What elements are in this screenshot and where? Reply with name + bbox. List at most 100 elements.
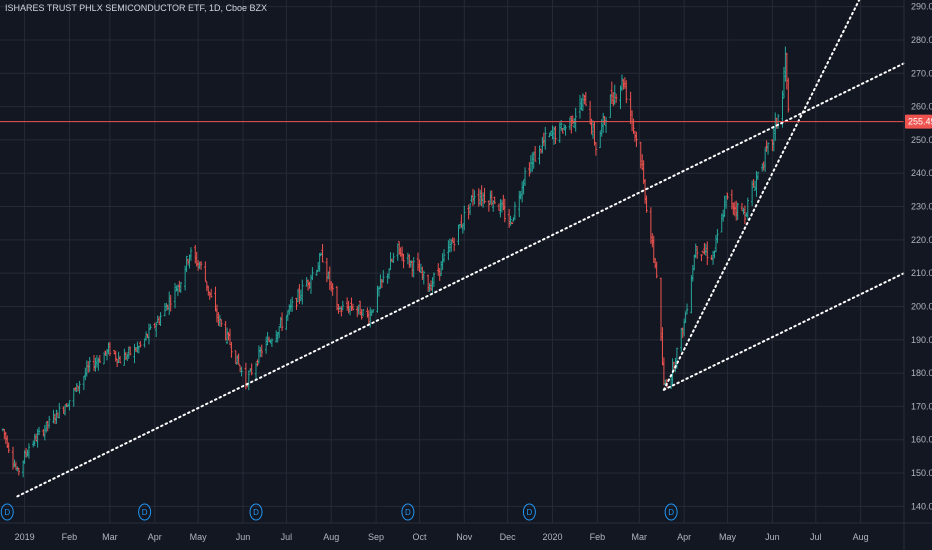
- dividend-badge-label: D: [405, 508, 411, 517]
- ohlc-bar: [450, 239, 453, 252]
- ohlc-bar: [655, 261, 658, 279]
- dividend-badge-outline: [522, 503, 536, 521]
- chart-title: ISHARES TRUST PHLX SEMICONDUCTOR ETF, 1D…: [5, 3, 267, 13]
- ohlc-bar: [159, 312, 162, 326]
- ohlc-bar: [746, 197, 749, 221]
- dividend-badge-label: D: [142, 508, 148, 517]
- ohlc-bar: [78, 380, 81, 394]
- ohlc-bar: [432, 272, 436, 288]
- ohlc-bar: [218, 314, 222, 327]
- ohlc-bar: [613, 84, 616, 105]
- ohlc-bar: [468, 203, 472, 216]
- trendlines-layer: [0, 0, 905, 498]
- ohlc-bar: [58, 402, 61, 419]
- ohlc-bar: [295, 297, 298, 310]
- dividend-badge[interactable]: D: [0, 503, 14, 521]
- y-tick-label: 270.00: [911, 68, 932, 78]
- ohlc-bar: [513, 201, 517, 221]
- ohlc-bar: [7, 442, 10, 454]
- ohlc-bar: [510, 221, 514, 224]
- x-tick-label: Apr: [677, 532, 691, 542]
- ohlc-bar: [493, 196, 496, 205]
- ohlc-bar: [533, 145, 537, 162]
- x-tick-label: Oct: [412, 532, 427, 542]
- ohlc-bar: [675, 347, 679, 369]
- ohlc-bar: [574, 107, 577, 132]
- x-tick-label: May: [719, 532, 737, 542]
- ohlc-bar: [604, 116, 608, 133]
- x-tick-label: Apr: [148, 532, 162, 542]
- ohlc-bar: [584, 91, 587, 106]
- ohlc-bar: [766, 142, 770, 155]
- ohlc-bar: [412, 257, 415, 278]
- ohlc-bar: [27, 443, 31, 459]
- ohlc-bar: [118, 355, 122, 364]
- ohlc-bar: [301, 279, 304, 305]
- ohlc-bar: [256, 359, 259, 367]
- y-tick-label: 190.00: [911, 335, 932, 345]
- ohlc-bar: [473, 190, 476, 205]
- x-tick-label: Aug: [853, 532, 869, 542]
- dividend-badge[interactable]: D: [664, 503, 678, 521]
- ohlc-bar: [422, 270, 425, 285]
- ohlc-bar: [570, 115, 573, 134]
- ohlc-bar: [743, 205, 747, 225]
- ohlc-bar: [361, 309, 365, 317]
- x-tick-label: Aug: [323, 532, 339, 542]
- ohlc-bar: [635, 131, 638, 147]
- ohlc-bar: [37, 426, 41, 436]
- x-tick-label: Mar: [632, 532, 648, 542]
- x-tick-label: 2019: [15, 532, 35, 542]
- ohlc-bar: [787, 77, 790, 113]
- trendline: [662, 272, 905, 391]
- x-tick-label: Jun: [765, 532, 780, 542]
- ohlc-bar: [554, 126, 557, 144]
- ohlc-bar: [185, 255, 188, 273]
- x-tick-label: Jun: [236, 532, 251, 542]
- ohlc-bar: [452, 237, 456, 252]
- dividend-badge[interactable]: D: [401, 503, 415, 521]
- ohlc-bar: [722, 209, 725, 222]
- dividend-badge-outline: [138, 503, 152, 521]
- ohlc-bar: [204, 261, 207, 282]
- ohlc-bar: [179, 281, 182, 293]
- ohlc-bar: [237, 353, 240, 365]
- price-tag-background: [905, 114, 932, 129]
- ohlc-bar: [528, 162, 531, 177]
- y-tick-label: 280.00: [911, 35, 932, 45]
- y-tick-label: 210.00: [911, 268, 932, 278]
- x-tick-label: Feb: [62, 532, 78, 542]
- ohlc-bar: [625, 80, 628, 104]
- dividend-badge[interactable]: D: [522, 503, 536, 521]
- ohlc-bar: [523, 167, 527, 186]
- x-tick-label: Jul: [281, 532, 293, 542]
- ohlc-bar: [321, 243, 324, 263]
- ohlc-bar: [250, 363, 253, 376]
- ohlc-bar: [65, 403, 68, 408]
- time-axis[interactable]: 2019 Feb Mar Apr May Jun Jul Aug Sep Oct Nov Dec 202…: [15, 532, 869, 542]
- y-tick-label: 220.00: [911, 235, 932, 245]
- dividend-badge[interactable]: D: [249, 503, 263, 521]
- ohlc-bar: [706, 241, 709, 266]
- ohlc-bar: [75, 383, 78, 393]
- dividend-badge-label: D: [668, 508, 674, 517]
- dividend-badge[interactable]: D: [138, 503, 152, 521]
- ohlc-bar: [487, 200, 491, 212]
- ohlc-bar: [620, 74, 624, 91]
- ohlc-bar: [225, 327, 229, 345]
- ohlc-bar: [442, 249, 446, 263]
- x-tick-label: Jul: [810, 532, 822, 542]
- dividend-badge-label: D: [526, 508, 532, 517]
- ohlc-bar: [47, 415, 51, 429]
- price-tag-label: 255.49: [908, 117, 932, 127]
- ohlc-bar: [614, 93, 618, 103]
- ohlc-bar: [382, 270, 385, 283]
- ohlc-bar: [128, 346, 132, 356]
- ohlc-bar: [114, 350, 117, 362]
- price-axis[interactable]: 140.00 150.00 160.00 170.00 180.00 190.00 200.…: [911, 2, 932, 512]
- y-tick-label: 170.00: [911, 401, 932, 411]
- ohlc-bar: [371, 309, 375, 313]
